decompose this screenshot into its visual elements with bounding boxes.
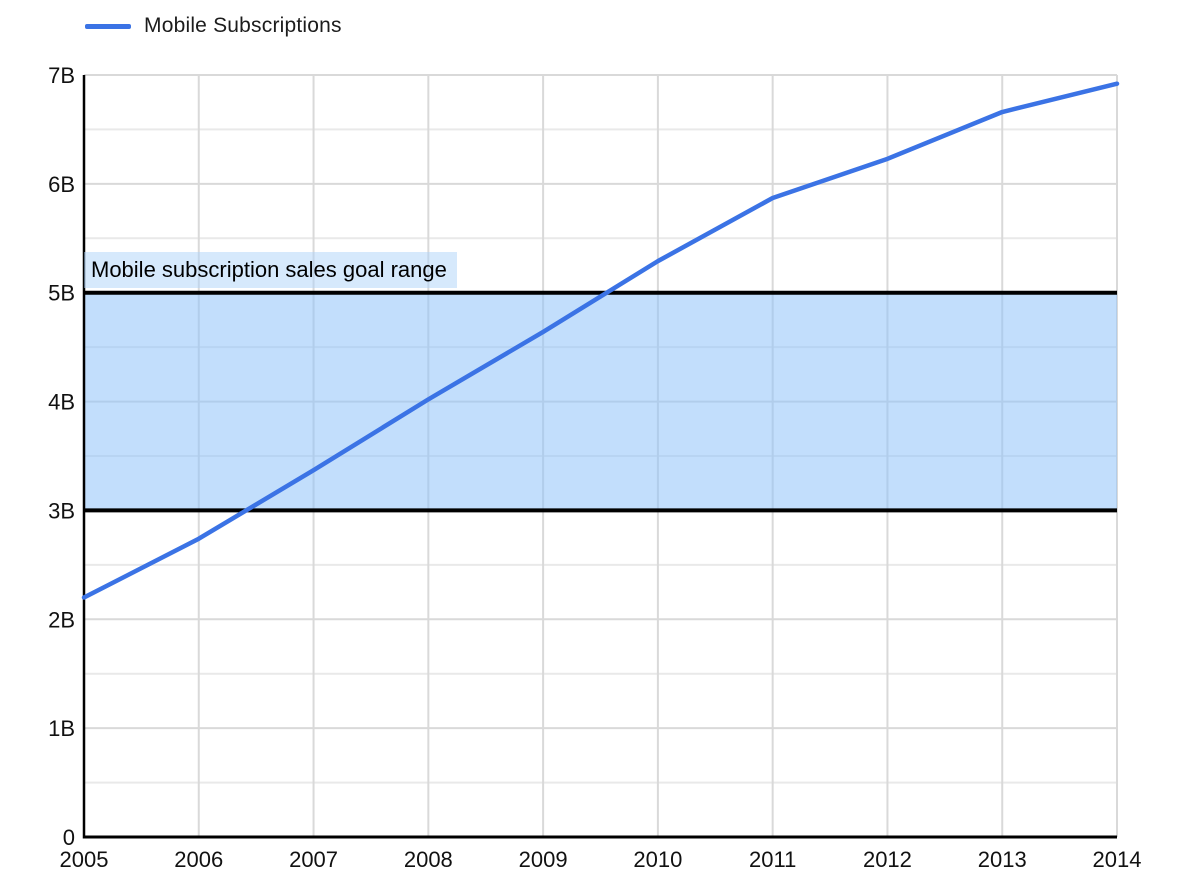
y-tick-label: 3B: [48, 498, 75, 523]
x-tick-label: 2005: [60, 847, 109, 872]
x-tick-label: 2009: [519, 847, 568, 872]
goal-band: [84, 292, 1117, 511]
x-tick-label: 2010: [633, 847, 682, 872]
y-tick-label: 5B: [48, 281, 75, 306]
x-tick-label: 2014: [1093, 847, 1142, 872]
goal-range-label: Mobile subscription sales goal range: [84, 252, 457, 288]
x-tick-label: 2008: [404, 847, 453, 872]
legend-label: Mobile Subscriptions: [144, 14, 342, 37]
y-tick-label: 0: [63, 825, 75, 850]
legend: Mobile Subscriptions: [85, 14, 342, 38]
x-tick-label: 2011: [749, 847, 796, 872]
y-tick-label: 2B: [48, 607, 75, 632]
x-tick-label: 2006: [174, 847, 223, 872]
y-tick-label: 7B: [48, 63, 75, 88]
legend-line-swatch: [85, 23, 131, 29]
y-tick-label: 4B: [48, 390, 75, 415]
y-tick-label: 6B: [48, 172, 75, 197]
x-tick-label: 2013: [978, 847, 1027, 872]
x-tick-label: 2012: [863, 847, 912, 872]
series-line: [81, 81, 1120, 600]
y-tick-label: 1B: [48, 716, 75, 741]
x-tick-label: 2007: [289, 847, 338, 872]
